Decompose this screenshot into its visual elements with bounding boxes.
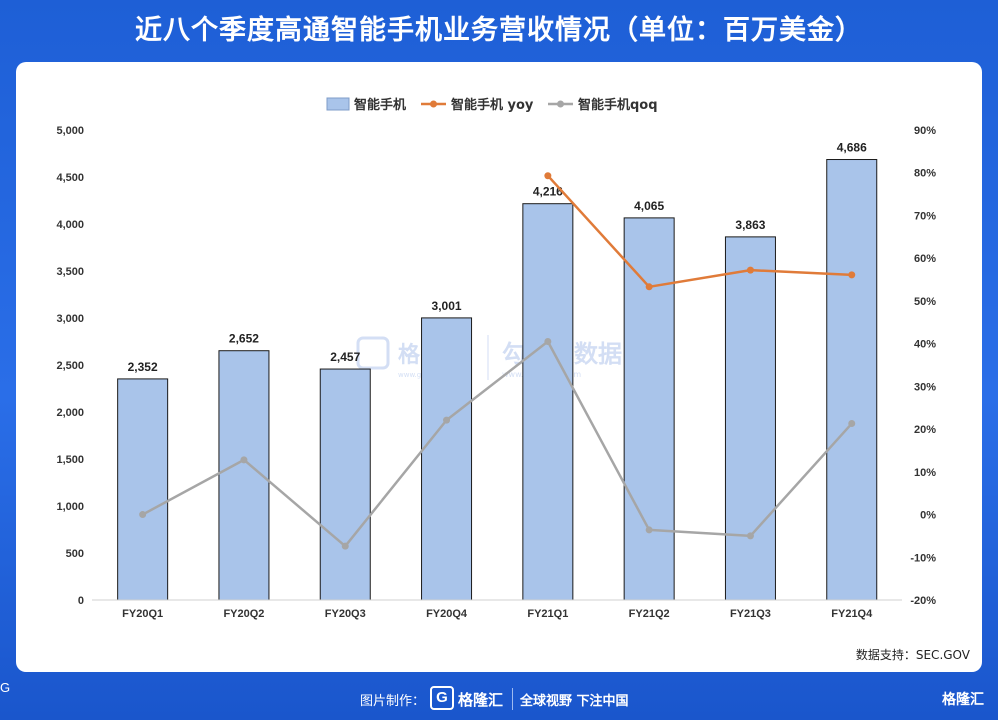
right-tick-label: -10% [910, 552, 936, 564]
series-point [645, 283, 653, 291]
bar [421, 317, 473, 601]
left-tick-label: 3,500 [56, 266, 84, 278]
data-source: 数据支持：SEC.GOV [855, 648, 970, 662]
left-tick-label: 1,500 [56, 454, 84, 466]
left-tick-label: 2,000 [56, 407, 84, 419]
footer-slogan: 全球视野 下注中国 [520, 694, 629, 709]
right-tick-label: 80% [914, 168, 936, 180]
bar [522, 203, 574, 601]
bar-value-label: 3,001 [432, 299, 462, 313]
footer-logo-icon: G [430, 686, 454, 710]
watermark-logo-icon [356, 336, 390, 370]
footer-corner-brand: 格隆汇 [942, 692, 984, 708]
bar [117, 378, 169, 601]
legend-qoq-marker [557, 100, 564, 108]
x-tick-label: FY21Q3 [730, 608, 771, 620]
bar [826, 159, 878, 601]
series-point [746, 532, 754, 540]
bar-series: 2,352 2,652 2,457 3,001 4,216 4,065 3,863 4,686 [117, 141, 878, 601]
legend-yoy-marker [430, 100, 437, 108]
right-tick-label: -20% [910, 595, 936, 607]
series-point [544, 338, 552, 345]
right-axis: -20% -10% 0% 10% 20% 30% 40% 50% 60% 70% 80% 90% [910, 125, 936, 607]
series-point [544, 172, 552, 180]
left-tick-label: 4,500 [56, 172, 84, 184]
left-tick-label: 3,000 [56, 313, 84, 325]
line-series [139, 172, 856, 550]
right-tick-label: 0% [920, 510, 936, 522]
series-point [341, 542, 349, 550]
footer-credit: 图片制作： [360, 694, 426, 709]
left-tick-label: 1,000 [56, 501, 84, 513]
series-point [746, 266, 754, 274]
series-line [546, 174, 852, 289]
bar [623, 217, 675, 601]
x-tick-label: FY21Q1 [527, 608, 568, 620]
bar [319, 368, 371, 601]
x-tick-label: FY21Q4 [831, 608, 873, 620]
legend-bar-swatch [326, 97, 350, 111]
left-tick-label: 4,000 [56, 219, 84, 231]
right-tick-label: 90% [914, 125, 936, 137]
series-point [848, 420, 856, 428]
footer: 图片制作： G 格隆汇 全球视野 下注中国 格隆汇 [0, 680, 998, 720]
series-point [240, 456, 248, 464]
right-tick-label: 60% [914, 253, 936, 265]
right-tick-label: 10% [914, 467, 936, 479]
series-point [848, 271, 856, 279]
bar-value-label: 2,352 [128, 360, 158, 374]
footer-corner-logo-icon: G [0, 680, 11, 695]
legend: 智能手机 智能手机 yoy 智能手机qoq [326, 97, 658, 113]
legend-label-qoq: 智能手机qoq [578, 97, 658, 113]
watermark: 格隆汇 www.gelonghui.com 勾股大数据 www.gogudata… [356, 335, 622, 380]
bar-value-label: 4,686 [837, 141, 867, 155]
x-tick-label: FY20Q3 [325, 608, 366, 620]
bar-value-label: 4,065 [634, 199, 664, 213]
left-tick-label: 5,000 [56, 125, 84, 137]
series-point [139, 511, 147, 519]
x-axis: FY20Q1 FY20Q2 FY20Q3 FY20Q4 FY21Q1 FY21Q2 FY21… [122, 608, 873, 620]
series-point [645, 526, 653, 534]
bar-value-label: 2,652 [229, 332, 259, 346]
footer-brand: 格隆汇 [458, 691, 504, 709]
right-tick-label: 70% [914, 210, 936, 222]
bar-value-label: 4,216 [533, 185, 563, 199]
right-tick-label: 20% [914, 424, 936, 436]
series-point [443, 416, 451, 424]
legend-label-yoy: 智能手机 yoy [451, 97, 534, 113]
bar-value-label: 3,863 [735, 218, 765, 232]
right-tick-label: 40% [914, 339, 936, 351]
left-tick-label: 2,500 [56, 360, 84, 372]
left-tick-label: 0 [78, 595, 84, 607]
left-tick-label: 500 [66, 548, 84, 560]
page-title: 近八个季度高通智能手机业务营收情况（单位：百万美金） [135, 15, 863, 46]
x-tick-label: FY21Q2 [629, 608, 670, 620]
x-tick-label: FY20Q2 [223, 608, 264, 620]
bar-value-label: 2,457 [330, 350, 360, 364]
left-axis: 0 500 1,000 1,500 2,000 2,500 3,000 3,500 4,000 4… [56, 125, 84, 607]
series-line [142, 340, 853, 548]
x-tick-label: FY20Q1 [122, 608, 163, 620]
right-tick-label: 30% [914, 381, 936, 393]
chart-panel [16, 62, 982, 672]
x-tick-label: FY20Q4 [426, 608, 468, 620]
footer-separator [512, 688, 513, 710]
right-tick-label: 50% [914, 296, 936, 308]
legend-label-bar: 智能手机 [354, 97, 406, 113]
bar [724, 236, 776, 601]
